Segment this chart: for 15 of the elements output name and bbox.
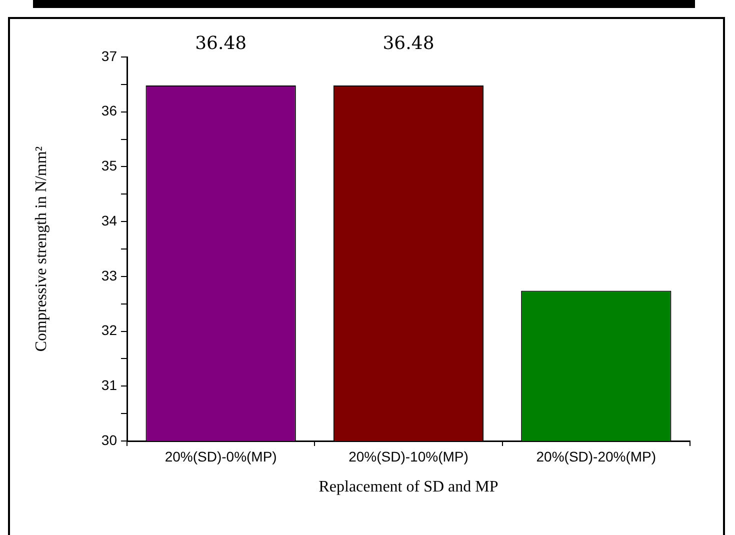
x-tick-label: 20%(SD)-0%(MP) [164, 448, 277, 464]
data-label: 36.48 [382, 33, 434, 54]
x-tick-label: 20%(SD)-20%(MP) [536, 448, 656, 464]
y-tick-label: 32 [101, 322, 118, 338]
y-tick-label: 31 [101, 377, 118, 393]
y-tick-label: 36 [101, 102, 118, 119]
y-tick-label: 35 [101, 158, 118, 174]
y-axis-title: Compressive strength in N/mm² [32, 146, 50, 352]
x-axis-title: Replacement of SD and MP [318, 478, 498, 496]
y-tick-label: 37 [101, 48, 118, 64]
y-tick-label: 34 [101, 212, 118, 228]
y-tick-label: 33 [101, 267, 118, 284]
y-tick-label: 30 [101, 432, 118, 448]
x-tick-label: 20%(SD)-10%(MP) [348, 448, 468, 464]
data-label: 36.48 [195, 33, 247, 54]
